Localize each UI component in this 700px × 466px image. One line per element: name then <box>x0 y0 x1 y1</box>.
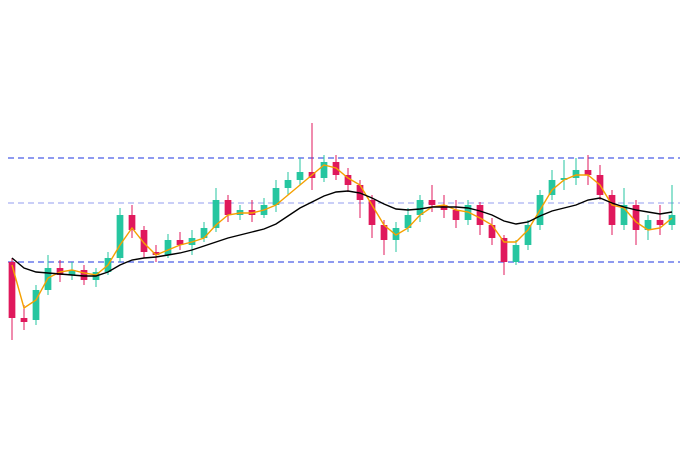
candle-body <box>200 228 208 238</box>
candle-body <box>212 200 220 228</box>
candle-body <box>416 200 424 215</box>
candle-body <box>128 215 136 230</box>
candle-body <box>284 180 292 188</box>
candle-body <box>272 188 280 205</box>
candle-body <box>8 262 16 318</box>
candle-body <box>584 170 592 175</box>
candle-body <box>572 170 580 178</box>
candle-body <box>68 270 76 275</box>
candle-body <box>560 178 568 180</box>
moving-average-line <box>11 190 673 277</box>
candle-body <box>428 200 436 205</box>
candle-body <box>512 245 520 262</box>
candle-body <box>380 225 388 240</box>
candle-body <box>20 318 28 322</box>
candle-body <box>500 238 508 262</box>
candle-body <box>632 205 640 230</box>
candle-body <box>392 228 400 240</box>
candle-body <box>476 205 484 225</box>
candle-body <box>344 175 352 185</box>
candle-body <box>368 200 376 225</box>
candle-body <box>224 200 232 215</box>
candle-body <box>656 220 664 225</box>
candle-body <box>176 240 184 245</box>
candle-body <box>32 290 40 320</box>
candle-body <box>548 180 556 195</box>
moving-average-line <box>11 164 673 310</box>
candle-body <box>320 162 328 178</box>
candle-body <box>164 240 172 255</box>
candle-body <box>80 270 88 280</box>
candle-body <box>620 205 628 225</box>
candle-body <box>488 225 496 238</box>
candle-body <box>668 215 676 225</box>
candle-body <box>524 225 532 245</box>
candle-body <box>140 230 148 252</box>
candle-body <box>116 215 124 258</box>
candle-body <box>152 252 160 255</box>
candle-body <box>644 220 652 230</box>
candle-body <box>296 172 304 180</box>
candle-body <box>452 210 460 220</box>
candle-body <box>608 195 616 225</box>
candle-body <box>404 215 412 228</box>
